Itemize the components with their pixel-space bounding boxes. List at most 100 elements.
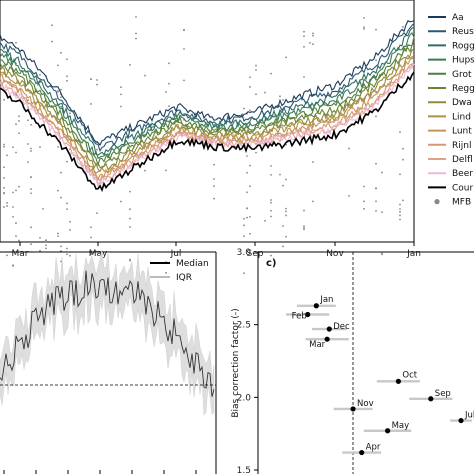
mfb-dot — [246, 191, 248, 194]
mfb-dot — [375, 115, 377, 118]
mfb-dot — [42, 207, 44, 210]
top-legend-entry: Lunt — [428, 127, 472, 137]
mfb-dot — [303, 45, 305, 48]
c-point-marker — [385, 428, 391, 434]
panel-c-tag: c) — [266, 258, 277, 269]
top-x-tick-label: Sep — [247, 249, 264, 259]
mfb-dot — [249, 86, 251, 88]
mfb-dot — [243, 235, 245, 238]
mfb-dot — [3, 206, 5, 208]
top-legend-label: Reuss — [452, 27, 474, 37]
top-legend-label: Rijnl — [452, 141, 471, 151]
mfb-dot — [399, 131, 401, 134]
mfb-dot — [66, 58, 68, 61]
c-y-tick: 2.5 — [237, 321, 258, 331]
mfb-dot — [30, 176, 32, 178]
c-point-label: Nov — [357, 399, 374, 409]
mfb-dot — [66, 253, 68, 256]
mfb-dot — [213, 163, 215, 166]
c-point-label: Mar — [309, 340, 326, 350]
mfb-dot — [135, 32, 137, 35]
mfb-dot — [399, 173, 401, 176]
bottom-left-panel: Median IQR — [0, 249, 217, 474]
mfb-dot — [39, 73, 41, 76]
mfb-dot — [246, 207, 248, 210]
c-y-tick-label: 1.5 — [237, 466, 251, 474]
mfb-dot — [303, 227, 305, 229]
mfb-dot — [213, 197, 215, 200]
mfb-dot — [282, 184, 284, 187]
top-legend-entry: Hups — [428, 56, 474, 66]
mfb-dot — [375, 162, 377, 165]
mfb-dot — [165, 169, 167, 172]
mfb-dot — [363, 28, 365, 30]
mfb-dot — [30, 123, 32, 126]
top-legend-entry: Grot — [428, 70, 472, 80]
mfb-dot — [66, 208, 68, 211]
mfb-dot — [144, 74, 146, 77]
c-point-label: May — [392, 421, 410, 431]
c-point-marker — [350, 406, 356, 412]
mfb-dot — [3, 166, 5, 169]
mfb-dot — [312, 32, 314, 35]
mfb-dot — [57, 235, 59, 238]
mfb-dot — [120, 200, 122, 203]
top-legend: Aa Reuss Rogg Hups Grot Regg Dwa Lind Lunt Rijnl D… — [428, 13, 474, 208]
c-y-axis: 1.5 2.0 2.5 3.0 — [237, 248, 258, 474]
mfb-dot — [165, 91, 167, 93]
iqr-area — [0, 249, 215, 417]
mfb-dot — [243, 224, 245, 227]
mfb-dot — [6, 205, 8, 207]
mfb-dot — [168, 105, 170, 108]
c-points: Jan Feb Dec Mar Oct Sep Nov Jul May Apr — [286, 295, 474, 456]
top-x-tick-label: Nov — [326, 249, 344, 259]
c-y-tick-label: 3.0 — [237, 248, 252, 258]
c-point-marker — [313, 303, 319, 309]
mfb-dot — [399, 203, 401, 206]
top-legend-label: Lunt — [452, 127, 472, 137]
mfb-dot — [363, 86, 365, 89]
panel-c: c) Bias correction factor (-) 1.5 2.0 2.5 3… — [231, 248, 474, 474]
mfb-dot — [279, 173, 281, 176]
c-point-label: Sep — [435, 389, 451, 399]
mfb-dot — [399, 218, 401, 221]
mfb-dot — [12, 215, 14, 218]
mfb-dot — [402, 158, 404, 161]
mfb-dot — [30, 188, 32, 190]
top-legend-label: MFB — [452, 198, 471, 208]
mfb-dot — [90, 226, 92, 229]
mfb-dot — [246, 171, 248, 174]
mfb-dot — [12, 146, 14, 149]
station-line — [0, 36, 415, 167]
mfb-dot — [15, 189, 17, 192]
c-point: Apr — [342, 443, 382, 456]
mfb-dot — [15, 123, 17, 126]
mfb-dot — [39, 249, 41, 252]
c-point: Oct — [376, 370, 420, 384]
c-point: Nov — [333, 399, 374, 412]
top-legend-entry: Delfl — [428, 155, 473, 165]
c-point-label: Oct — [402, 370, 417, 380]
mfb-dot — [249, 109, 251, 112]
top-legend-label: Aa — [452, 13, 464, 23]
mfb-dot — [249, 215, 251, 218]
mfb-dot — [57, 90, 59, 92]
mfb-dot — [270, 72, 272, 75]
mfb-dot — [66, 247, 68, 250]
station-line — [0, 23, 415, 153]
mfb-dot — [381, 211, 383, 213]
bl-legend-entry: Median — [150, 259, 209, 269]
mfb-dot — [270, 165, 272, 167]
mfb-dot — [66, 160, 68, 163]
mfb-dot — [243, 272, 245, 274]
c-point-marker — [324, 336, 330, 342]
top-x-tick: Jan — [406, 242, 421, 259]
mfb-dot — [30, 147, 32, 150]
top-legend-entry: MFB — [434, 198, 471, 208]
median-path — [0, 270, 215, 397]
mfb-dot — [60, 96, 62, 99]
mfb-dot — [69, 112, 71, 115]
mfb-dot — [312, 161, 314, 163]
mfb-dot — [12, 206, 14, 208]
mfb-dot — [309, 42, 311, 44]
